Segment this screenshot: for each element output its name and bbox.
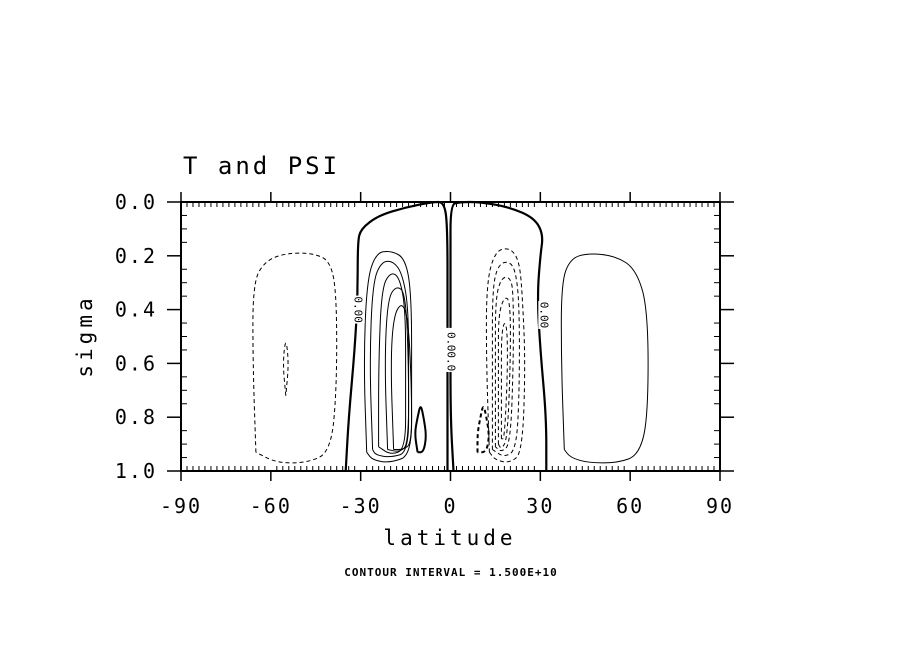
contour-value-label: 0.00 (352, 295, 365, 324)
y-tick-label: 0.6 (115, 351, 157, 375)
x-tick-label: 0 (443, 494, 457, 518)
x-tick-label: 60 (616, 494, 644, 518)
contour-line (494, 276, 514, 452)
svg-text:0.00: 0.00 (537, 302, 550, 329)
axis-ticks (167, 192, 734, 481)
contour-line (414, 406, 427, 454)
y-tick-labels: 0.0 0.2 0.4 0.6 0.8 1.0 (115, 190, 157, 483)
x-tick-label: 90 (706, 494, 734, 518)
contour-line (369, 260, 410, 458)
contour-value-label: 00.0 (445, 344, 458, 373)
contour-line (491, 261, 520, 456)
y-tick-label: 0.2 (115, 244, 157, 268)
y-tick-label: 0.0 (115, 190, 157, 214)
contour-line (500, 323, 508, 440)
contour-line (344, 200, 449, 472)
y-tick-label: 1.0 (115, 459, 157, 483)
contour-line (390, 305, 413, 450)
x-tick-label: -90 (160, 494, 202, 518)
svg-text:0.00: 0.00 (352, 296, 365, 323)
contour-line (384, 287, 410, 452)
contour-value-label: 0.00 (537, 300, 551, 329)
contour-labels: 0.000.000.00.00 (352, 295, 551, 373)
chart-title: T and PSI (183, 152, 340, 180)
x-tick-label: 30 (526, 494, 554, 518)
contour-line (378, 273, 407, 454)
y-tick-label: 0.4 (115, 298, 157, 322)
y-tick-label: 0.8 (115, 405, 157, 429)
contour-line (485, 248, 526, 463)
svg-text:00.0: 00.0 (445, 345, 458, 372)
y-axis-label: sigma (73, 294, 97, 377)
contour-line (283, 342, 289, 396)
contour-line (497, 297, 511, 449)
x-tick-label: -30 (340, 494, 382, 518)
contour-line (363, 250, 413, 463)
contour-interval-footer: CONTOUR INTERVAL = 1.500E+10 (344, 566, 557, 579)
x-axis-label: latitude (383, 526, 516, 550)
contour-line (560, 253, 649, 464)
contour-line (252, 252, 338, 464)
x-tick-labels: -90 -60 -30 0 30 60 90 (160, 494, 734, 518)
x-tick-label: -60 (250, 494, 292, 518)
contour-line (476, 406, 490, 454)
